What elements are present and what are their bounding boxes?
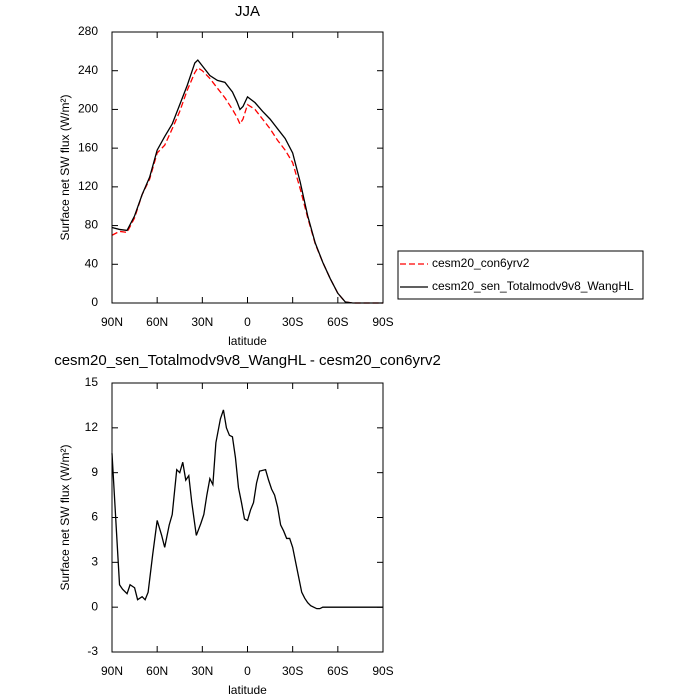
data-line — [111, 66, 383, 304]
legend-label: cesm20_sen_Totalmodv9v8_WangHL — [432, 279, 634, 293]
y-tick-label: -3 — [87, 644, 98, 658]
x-tick-label: 60N — [146, 315, 168, 329]
x-tick-label: 90S — [372, 664, 393, 678]
legend-box — [397, 250, 644, 300]
y-tick-label: 160 — [78, 140, 98, 154]
y-tick-label: 6 — [91, 510, 98, 524]
chart-title: JJA — [235, 3, 260, 20]
y-tick-label: 15 — [85, 375, 99, 389]
x-tick-label: 0 — [244, 315, 251, 329]
y-tick-label: 200 — [78, 102, 98, 116]
chart-title: cesm20_sen_Totalmodv9v8_WangHL - cesm20_… — [54, 352, 441, 369]
y-tick-label: 120 — [78, 179, 98, 193]
x-axis-label: latitude — [228, 683, 267, 697]
x-tick-label: 30S — [282, 315, 303, 329]
x-tick-label: 60S — [327, 664, 348, 678]
plot-frame — [111, 31, 384, 304]
x-tick-label: 90N — [101, 664, 123, 678]
x-axis-label: latitude — [228, 334, 267, 348]
y-tick-label: 0 — [91, 599, 98, 613]
x-tick-label: 0 — [244, 664, 251, 678]
x-tick-label: 60S — [327, 315, 348, 329]
x-tick-label: 30N — [191, 664, 213, 678]
y-tick-label: 40 — [85, 256, 99, 270]
data-line — [111, 409, 383, 610]
y-tick-label: 240 — [78, 63, 98, 77]
x-tick-label: 90S — [372, 315, 393, 329]
y-tick-label: 3 — [91, 555, 98, 569]
legend-label: cesm20_con6yrv2 — [432, 256, 530, 270]
x-tick-label: 30S — [282, 664, 303, 678]
x-tick-label: 30N — [191, 315, 213, 329]
x-tick-label: 90N — [101, 315, 123, 329]
y-tick-label: 12 — [85, 420, 99, 434]
x-tick-label: 60N — [146, 664, 168, 678]
y-tick-label: 80 — [85, 218, 99, 232]
y-axis-label: Surface net SW flux (W/m²) — [58, 444, 72, 590]
y-axis-label: Surface net SW flux (W/m²) — [58, 94, 72, 240]
y-tick-label: 9 — [91, 465, 98, 479]
y-tick-label: 280 — [78, 24, 98, 38]
plot-frame — [111, 382, 384, 653]
y-tick-label: 0 — [91, 295, 98, 309]
data-line — [111, 59, 383, 304]
